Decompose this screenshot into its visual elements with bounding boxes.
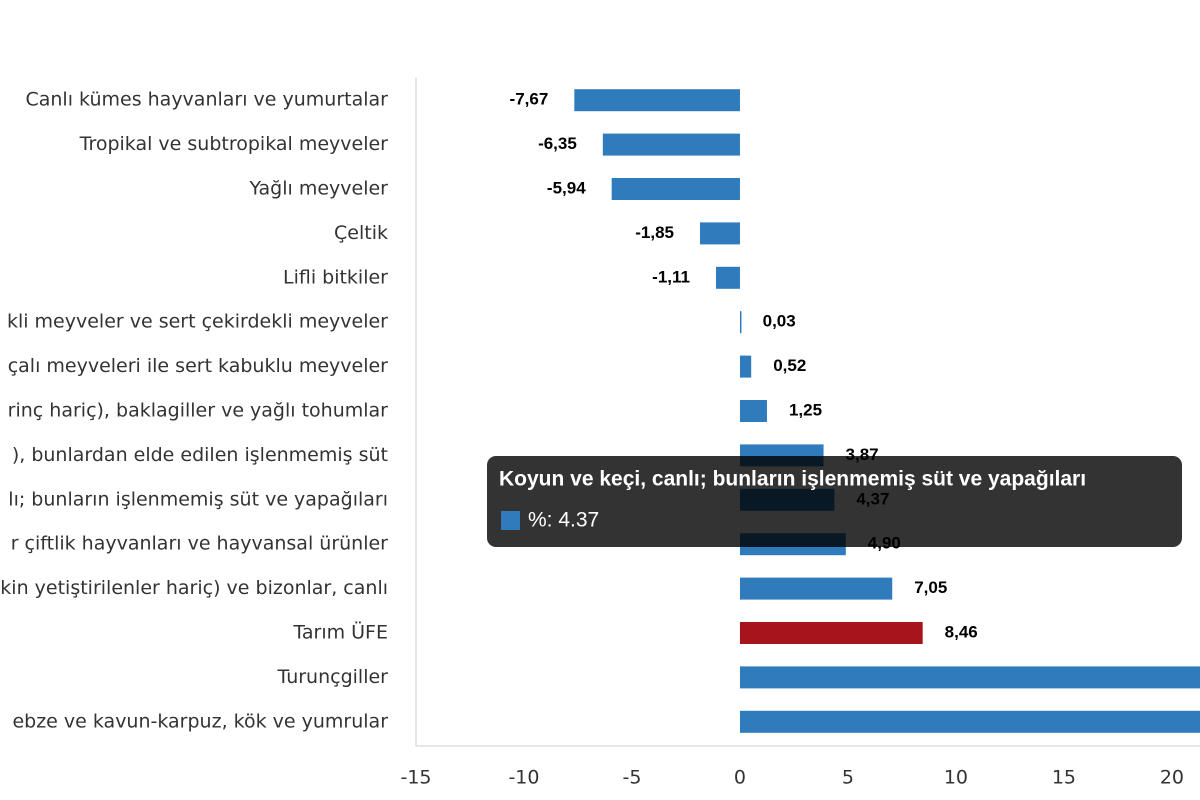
- y-tick-label: Canlı kümes hayvanları ve yumurtalar: [25, 89, 388, 111]
- x-tick-label: -10: [508, 767, 539, 789]
- y-tick-label: r çiftlik hayvanları ve hayvansal ürünle…: [11, 533, 388, 555]
- data-label: -7,67: [510, 90, 549, 109]
- x-tick-label: 10: [944, 767, 968, 789]
- y-tick-label: Tarım ÜFE: [292, 621, 388, 644]
- tooltip-box: [487, 456, 1182, 547]
- y-tick-label: ), bunlardan elde edilen işlenmemiş süt: [12, 444, 388, 466]
- tooltip-swatch: [501, 511, 520, 530]
- tooltip-text: %: 4.37: [528, 509, 599, 532]
- y-tick-label: kli meyveler ve sert çekirdekli meyveler: [7, 311, 388, 333]
- y-tick-label: kin yetiştirilenler hariç) ve bizonlar, …: [0, 577, 388, 599]
- plot-area: [574, 89, 1200, 733]
- data-label: -5,94: [547, 178, 586, 197]
- y-tick-label: Turunçgiller: [276, 666, 388, 688]
- x-tick-label: -15: [400, 767, 431, 789]
- bar: [739, 622, 923, 644]
- y-tick-label: ebze ve kavun-karpuz, kök ve yumrular: [12, 710, 388, 732]
- x-tick-label: 20: [1160, 767, 1184, 789]
- y-tick-label: Yağlı meyveler: [249, 178, 389, 200]
- y-tick-label: Lifli bitkiler: [283, 266, 388, 288]
- bar: [739, 355, 752, 378]
- bar: [611, 178, 740, 200]
- x-tick-label: 5: [842, 767, 854, 789]
- y-tick-label: Tropikal ve subtropikal meyveler: [79, 133, 389, 155]
- data-label: -6,35: [538, 134, 577, 153]
- tooltip-title: Koyun ve keçi, canlı; bunların işlenmemi…: [499, 468, 1086, 491]
- bar: [739, 666, 1200, 689]
- data-label: 8,46: [945, 622, 978, 641]
- bar: [602, 133, 740, 156]
- bar: [739, 311, 742, 334]
- data-label: -1,85: [635, 223, 674, 242]
- x-tick-label: -5: [623, 767, 642, 789]
- y-tick-label: Çeltik: [334, 222, 388, 244]
- data-label: 0,52: [773, 356, 806, 375]
- x-tick-label: 15: [1052, 767, 1076, 789]
- bar: [700, 222, 740, 245]
- y-tick-label: çalı meyveleri ile sert kabuklu meyveler: [8, 355, 388, 377]
- tooltip: Koyun ve keçi, canlı; bunların işlenmemi…: [487, 456, 1182, 547]
- y-tick-label: lı; bunların işlenmemiş süt ve yapağılar…: [8, 488, 388, 510]
- data-label: 0,03: [763, 312, 796, 331]
- data-label: -1,11: [652, 267, 690, 286]
- x-tick-label: 0: [734, 767, 746, 789]
- y-tick-label: rinç hariç), baklagiller ve yağlı tohuml…: [8, 400, 389, 422]
- bar: [739, 577, 893, 600]
- data-label: 7,05: [914, 578, 947, 597]
- data-label: 1,25: [789, 400, 822, 419]
- bar: [574, 89, 740, 112]
- bar: [739, 400, 767, 422]
- bar: [739, 710, 1200, 733]
- bar: [715, 266, 740, 289]
